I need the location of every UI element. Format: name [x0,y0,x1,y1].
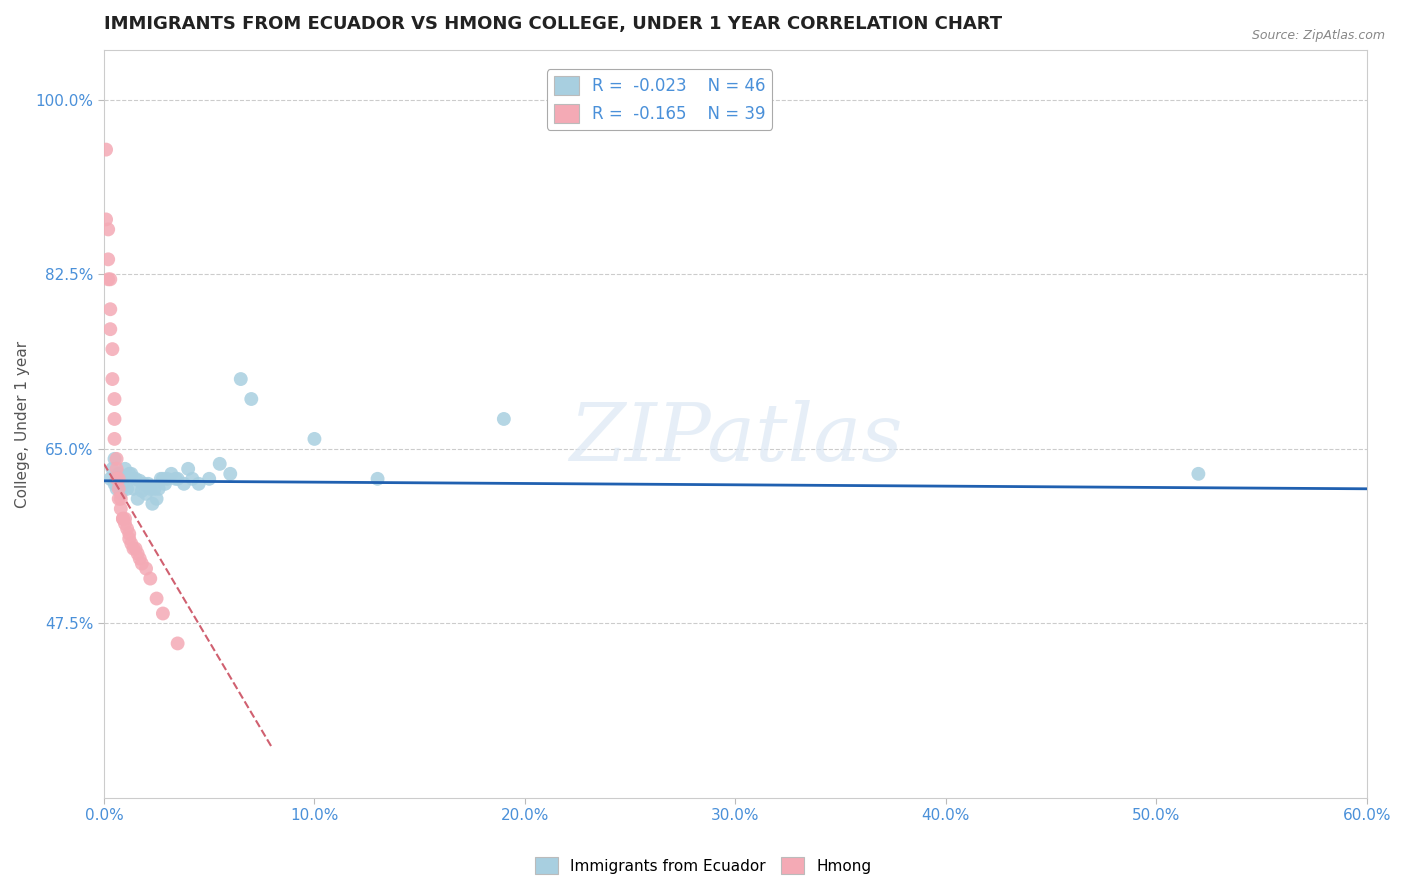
Point [229,372,252,386]
Point [101,342,124,356]
Text: ZIPatlas: ZIPatlas [568,401,903,477]
Point [101,372,124,386]
Point [1187,467,1209,481]
Y-axis label: College, Under 1 year: College, Under 1 year [15,341,30,508]
Point [208,457,231,471]
Point [173,476,195,491]
Point [118,467,141,481]
Point [128,474,150,488]
Point [110,487,132,501]
Point [145,591,167,606]
Point [103,392,125,406]
Point [160,467,183,481]
Point [107,472,129,486]
Point [103,476,125,491]
Point [152,472,174,486]
Point [141,497,163,511]
Point [131,483,153,498]
Point [97,222,120,236]
Point [165,472,187,486]
Point [120,467,142,481]
Point [97,252,120,267]
Point [118,532,141,546]
Point [115,482,138,496]
Point [166,636,188,650]
Point [304,432,326,446]
Point [166,472,188,486]
Point [135,487,157,501]
Point [98,272,121,286]
Point [111,512,134,526]
Point [114,512,136,526]
Point [103,451,125,466]
Point [122,541,145,556]
Point [143,482,166,496]
Point [198,472,221,486]
Point [107,482,129,496]
Point [367,472,389,486]
Point [110,501,132,516]
Point [98,322,121,336]
Point [111,476,134,491]
Point [240,392,263,406]
Point [148,482,170,496]
Point [98,472,121,486]
Point [118,526,141,541]
Point [111,512,134,526]
Point [120,536,142,550]
Point [105,451,128,466]
Point [105,482,128,496]
Point [181,472,204,486]
Point [94,212,117,227]
Text: Source: ZipAtlas.com: Source: ZipAtlas.com [1251,29,1385,42]
Point [105,462,128,476]
Point [177,462,200,476]
Point [114,516,136,531]
Point [115,522,138,536]
Point [107,491,129,506]
Point [98,302,121,317]
Point [492,412,515,426]
Point [132,476,155,491]
Point [127,491,149,506]
Point [103,432,125,446]
Point [156,472,179,486]
Point [103,412,125,426]
Point [124,472,146,486]
Point [149,472,172,486]
Point [122,482,145,496]
Point [110,472,132,486]
Point [128,551,150,566]
Point [105,472,128,486]
Point [145,491,167,506]
Point [127,547,149,561]
Point [101,462,124,476]
Point [139,482,162,496]
Point [219,467,242,481]
Point [187,476,209,491]
Legend: Immigrants from Ecuador, Hmong: Immigrants from Ecuador, Hmong [529,851,877,880]
Point [124,541,146,556]
Point [136,476,159,491]
Point [131,557,153,571]
Point [94,143,117,157]
Point [97,272,120,286]
Point [110,491,132,506]
Point [152,607,174,621]
Point [135,561,157,575]
Point [107,467,129,481]
Legend: R =  -0.023    N = 46, R =  -0.165    N = 39: R = -0.023 N = 46, R = -0.165 N = 39 [547,70,772,129]
Text: IMMIGRANTS FROM ECUADOR VS HMONG COLLEGE, UNDER 1 YEAR CORRELATION CHART: IMMIGRANTS FROM ECUADOR VS HMONG COLLEGE… [104,15,1002,33]
Point [153,476,176,491]
Point [114,462,136,476]
Point [139,572,162,586]
